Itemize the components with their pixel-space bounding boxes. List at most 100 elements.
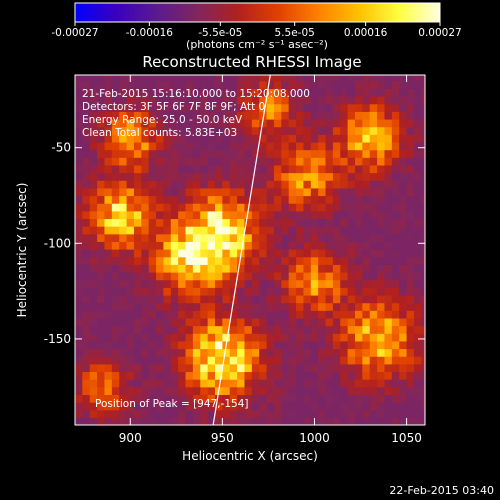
- heatmap-cell: [163, 187, 172, 197]
- heatmap-cell: [391, 302, 400, 311]
- heatmap-cell: [340, 317, 349, 327]
- heatmap-cell: [222, 195, 231, 204]
- heatmap-cell: [310, 394, 319, 403]
- heatmap-cell: [237, 157, 246, 166]
- heatmap-cell: [141, 409, 150, 418]
- heatmap-cell: [318, 294, 327, 304]
- heatmap-cell: [369, 172, 378, 181]
- heatmap-cell: [75, 256, 83, 265]
- heatmap-cell: [148, 356, 157, 365]
- heatmap-cell: [413, 264, 422, 273]
- heatmap-cell: [310, 348, 319, 357]
- heatmap-cell: [384, 379, 393, 388]
- heatmap-cell: [141, 363, 150, 373]
- heatmap-cell: [399, 409, 408, 418]
- heatmap-cell: [377, 264, 386, 273]
- heatmap-cell: [288, 164, 297, 174]
- heatmap-cell: [215, 103, 223, 112]
- heatmap-cell: [178, 118, 187, 128]
- heatmap-cell: [281, 118, 290, 128]
- heatmap-cell: [75, 80, 83, 89]
- heatmap-cell: [119, 394, 128, 403]
- heatmap-cell: [119, 348, 128, 357]
- heatmap-cell: [163, 371, 172, 380]
- heatmap-cell: [281, 379, 290, 388]
- heatmap-cell: [244, 409, 253, 418]
- heatmap-cell: [148, 256, 157, 265]
- heatmap-cell: [288, 75, 297, 82]
- heatmap-cell: [303, 233, 312, 242]
- heatmap-cell: [377, 164, 386, 174]
- heatmap-cell: [163, 118, 172, 128]
- heatmap-cell: [377, 187, 386, 197]
- heatmap-cell: [170, 279, 179, 288]
- heatmap-cell: [288, 363, 297, 373]
- heatmap-cell: [97, 172, 106, 181]
- heatmap-cell: [266, 310, 275, 319]
- heatmap-cell: [119, 340, 128, 350]
- heatmap-cell: [384, 187, 393, 197]
- heatmap-cell: [340, 325, 349, 334]
- heatmap-cell: [288, 394, 297, 403]
- heatmap-cell: [237, 294, 246, 304]
- heatmap-cell: [170, 157, 179, 166]
- heatmap-cell: [355, 394, 363, 403]
- heatmap-cell: [244, 417, 253, 425]
- heatmap-cell: [200, 271, 209, 281]
- heatmap-cell: [332, 333, 341, 342]
- heatmap-cell: [170, 302, 179, 311]
- heatmap-cell: [340, 417, 349, 425]
- heatmap-cell: [156, 226, 165, 235]
- heatmap-cell: [75, 75, 83, 82]
- heatmap-cell: [89, 279, 98, 288]
- heatmap-cell: [75, 187, 83, 197]
- heatmap-cell: [325, 157, 334, 166]
- heatmap-cell: [97, 241, 106, 250]
- heatmap-cell: [178, 279, 187, 288]
- heatmap-cell: [391, 218, 400, 227]
- heatmap-cell: [251, 348, 260, 357]
- heatmap-cell: [288, 233, 297, 242]
- heatmap-cell: [399, 195, 408, 204]
- heatmap-cell: [229, 210, 238, 220]
- heatmap-cell: [362, 75, 371, 82]
- heatmap-cell: [340, 203, 349, 212]
- heatmap-cell: [97, 386, 106, 395]
- heatmap-cell: [97, 317, 106, 327]
- heatmap-cell: [303, 172, 312, 181]
- heatmap-cell: [421, 394, 425, 403]
- heatmap-cell: [325, 241, 334, 250]
- heatmap-cell: [362, 363, 371, 373]
- heatmap-cell: [192, 210, 201, 220]
- heatmap-cell: [266, 264, 275, 273]
- heatmap-cell: [369, 75, 378, 82]
- heatmap-cell: [178, 210, 187, 220]
- heatmap-cell: [222, 218, 231, 227]
- heatmap-cell: [273, 310, 282, 319]
- heatmap-cell: [207, 157, 216, 166]
- heatmap-cell: [141, 157, 150, 166]
- heatmap-cell: [163, 96, 172, 105]
- heatmap-cell: [185, 302, 194, 311]
- heatmap-cell: [126, 409, 135, 418]
- heatmap-cell: [281, 218, 290, 227]
- heatmap-cell: [185, 141, 194, 151]
- heatmap-cell: [340, 409, 349, 418]
- heatmap-cell: [259, 249, 268, 258]
- heatmap-cell: [111, 333, 120, 342]
- heatmap-cell: [259, 96, 268, 105]
- heatmap-cell: [406, 218, 415, 227]
- heatmap-cell: [273, 409, 282, 418]
- heatmap-cell: [207, 279, 216, 288]
- heatmap-cell: [207, 96, 216, 105]
- heatmap-cell: [126, 256, 135, 265]
- heatmap-cell: [185, 271, 194, 281]
- heatmap-cell: [222, 417, 231, 425]
- heatmap-cell: [163, 103, 172, 112]
- heatmap-cell: [369, 386, 378, 395]
- heatmap-cell: [347, 111, 356, 120]
- heatmap-cell: [207, 134, 216, 143]
- heatmap-cell: [126, 218, 135, 227]
- heatmap-cell: [399, 96, 408, 105]
- heatmap-cell: [266, 379, 275, 388]
